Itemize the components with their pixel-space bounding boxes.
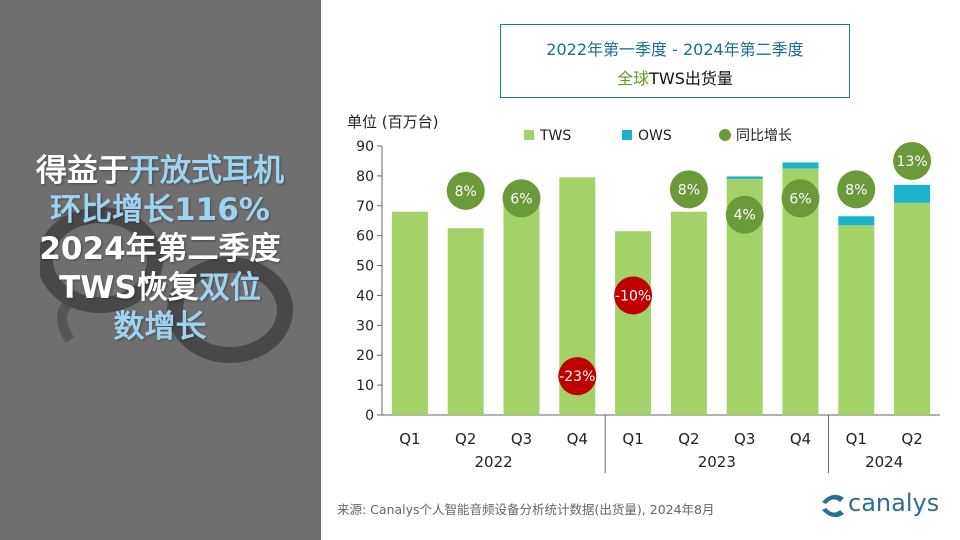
y-tick-label: 70 — [356, 199, 374, 215]
headline-line4-b: 双位 — [198, 270, 261, 306]
yoy-label: 8% — [845, 182, 867, 198]
shipment-chart: 单位 (百万台) TWS OWS 同比增长 0 10 20 30 40 50 60 70 80 90 Q1 Q… — [347, 113, 940, 473]
x-tick-label: Q4 — [567, 430, 588, 448]
headline-line1-a: 得益于 — [36, 153, 129, 189]
bar-ows — [838, 216, 875, 226]
x-tick-label: Q2 — [678, 430, 699, 448]
x-tick-label: Q1 — [399, 430, 420, 448]
legend-swatch-ows — [622, 130, 632, 140]
y-axis-label: 单位 (百万台) — [347, 113, 438, 131]
y-tick-label: 30 — [356, 318, 374, 334]
y-tick-label: 80 — [356, 169, 374, 185]
yoy-marker — [558, 357, 597, 396]
yoy-label: 6% — [510, 191, 532, 207]
legend-marker-yoy — [719, 129, 731, 141]
legend-label-tws: TWS — [539, 128, 571, 144]
headline-line4-a: TWS恢复 — [59, 270, 199, 306]
logo-text: canalys — [848, 489, 940, 517]
bar-tws — [391, 211, 428, 415]
headline-line1-b: 开放式耳机 — [129, 153, 284, 189]
yoy-label: -23% — [559, 369, 595, 385]
bar-tws — [447, 228, 484, 415]
chart-title-global: 全球 — [617, 69, 650, 88]
y-tick-label: 90 — [356, 139, 374, 155]
y-tick-label: 60 — [356, 229, 374, 245]
bar-tws — [503, 204, 540, 415]
bar-tws — [615, 231, 652, 415]
headline-line2: 环比增长116% — [50, 192, 270, 228]
legend-label-yoy: 同比增长 — [736, 128, 792, 144]
yoy-marker — [446, 171, 485, 210]
chart-title-tws: TWS出货量 — [649, 69, 733, 88]
headline: 得益于开放式耳机 环比增长116% 2024年第二季度 TWS恢复双位 数增长 — [10, 152, 310, 347]
legend-label-ows: OWS — [638, 128, 672, 144]
yoy-marker — [837, 170, 876, 209]
yoy-marker — [781, 179, 820, 218]
x-year-label: 2024 — [865, 453, 903, 471]
x-tick-label: Q2 — [901, 430, 922, 448]
left-panel: 得益于开放式耳机 环比增长116% 2024年第二季度 TWS恢复双位 数增长 — [0, 0, 321, 540]
yoy-label: 8% — [678, 182, 700, 198]
chart-title-line1: 2022年第一季度 - 2024年第二季度 — [546, 40, 804, 59]
yoy-marker — [725, 195, 764, 234]
yoy-marker — [893, 141, 932, 180]
yoy-label: -10% — [615, 288, 651, 304]
y-tick-label: 50 — [356, 259, 374, 275]
x-tick-label: Q2 — [455, 430, 476, 448]
yoy-marker — [614, 276, 653, 315]
bar-ows — [782, 162, 819, 169]
source-footer: 来源: Canalys个人智能音频设备分析统计数据(出货量), 2024年8月 — [337, 502, 715, 517]
x-tick-label: Q1 — [846, 430, 867, 448]
chart-title-line2: 全球TWS出货量 — [501, 65, 849, 89]
x-tick-label: Q4 — [790, 430, 811, 448]
bar-tws — [894, 202, 931, 415]
x-year-label: 2022 — [475, 453, 513, 471]
bar-tws — [670, 211, 707, 415]
earbuds-icon — [40, 207, 293, 363]
canalys-logo-icon — [822, 494, 844, 518]
yoy-label: 8% — [455, 184, 477, 200]
yoy-label: 6% — [789, 191, 811, 207]
y-tick-label: 10 — [356, 378, 374, 394]
chart-title-box: 2022年第一季度 - 2024年第二季度 全球TWS出货量 — [500, 24, 850, 98]
yoy-label: 4% — [734, 208, 756, 224]
bar-ows — [726, 176, 763, 179]
headline-line5: 数增长 — [113, 309, 207, 345]
yoy-marker — [669, 170, 708, 209]
yoy-label: 13% — [897, 154, 928, 170]
y-tick-label: 0 — [365, 408, 374, 424]
x-tick-label: Q3 — [734, 430, 755, 448]
y-tick-label: 40 — [356, 288, 374, 304]
legend-swatch-tws — [524, 130, 534, 140]
bar-ows — [894, 184, 931, 203]
yoy-marker — [502, 179, 541, 218]
x-tick-label: Q1 — [622, 430, 643, 448]
x-tick-label: Q3 — [511, 430, 532, 448]
x-year-label: 2023 — [698, 453, 736, 471]
y-tick-label: 20 — [356, 348, 374, 364]
headline-line3: 2024年第二季度 — [39, 231, 281, 267]
bar-tws — [838, 225, 875, 415]
